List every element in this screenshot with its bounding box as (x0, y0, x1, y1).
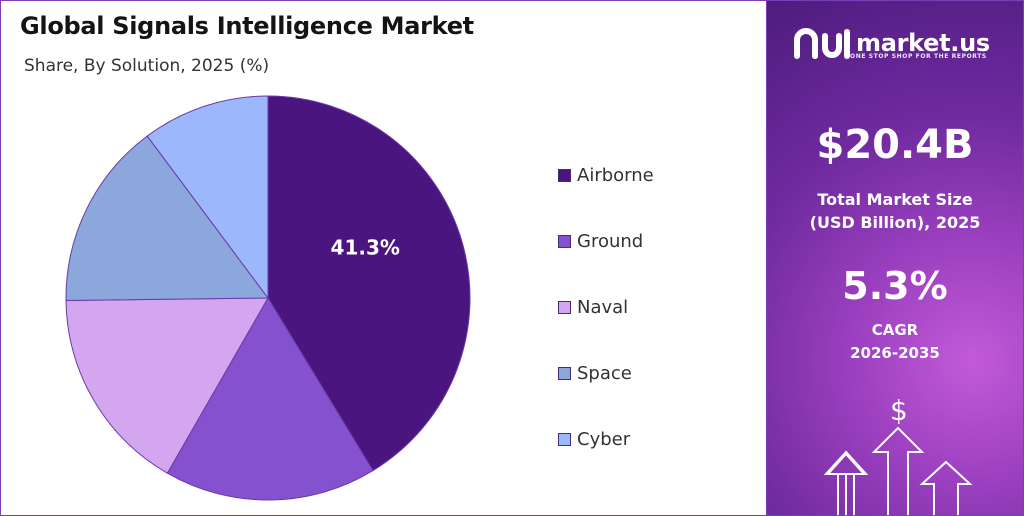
summary-panel: market.us ONE STOP SHOP FOR THE REPORTS … (766, 0, 1024, 516)
legend-label: Cyber (577, 428, 631, 450)
legend-item-ground: Ground (558, 208, 654, 274)
legend-item-space: Space (558, 340, 654, 406)
pie-chart: 41.3% (65, 95, 471, 501)
growth-arrows-icon: $ (823, 394, 973, 516)
legend-label: Airborne (577, 164, 654, 186)
chart-title: Global Signals Intelligence Market (20, 12, 474, 40)
brand-tagline: ONE STOP SHOP FOR THE REPORTS (850, 53, 987, 60)
brand-name: market.us (856, 29, 990, 57)
legend-item-airborne: Airborne (558, 142, 654, 208)
cagr-period: 2026-2035 (850, 344, 940, 362)
pie-slice-naval (65, 297, 269, 474)
pie-slice-ground (166, 297, 374, 501)
pie-slice-airborne (267, 95, 471, 472)
market-size-label-line2: (USD Billion), 2025 (809, 213, 981, 232)
dollar-icon: $ (890, 394, 908, 427)
legend-item-naval: Naval (558, 274, 654, 340)
market-us-logo-icon (794, 28, 850, 59)
legend-swatch (558, 234, 571, 248)
data-label-airborne: 41.3% (331, 236, 400, 260)
legend-label: Space (577, 362, 632, 384)
market-size-value: $20.4B (816, 122, 974, 168)
legend-swatch (558, 300, 571, 314)
brand-logo: market.us (794, 26, 990, 60)
pie-slice-space (65, 135, 269, 302)
legend-label: Naval (577, 296, 629, 318)
market-size-label-line1: Total Market Size (817, 190, 973, 209)
legend-item-cyber: Cyber (558, 406, 654, 472)
legend-swatch (558, 366, 571, 380)
chart-legend: Airborne Ground Naval Space Cyber (558, 142, 654, 472)
chart-subtitle: Share, By Solution, 2025 (%) (24, 56, 270, 76)
cagr-label: CAGR (871, 321, 919, 339)
legend-label: Ground (577, 230, 644, 252)
legend-swatch (558, 432, 571, 446)
cagr-value: 5.3% (842, 264, 948, 308)
pie-slice-cyber (146, 95, 269, 300)
legend-swatch (558, 168, 571, 182)
